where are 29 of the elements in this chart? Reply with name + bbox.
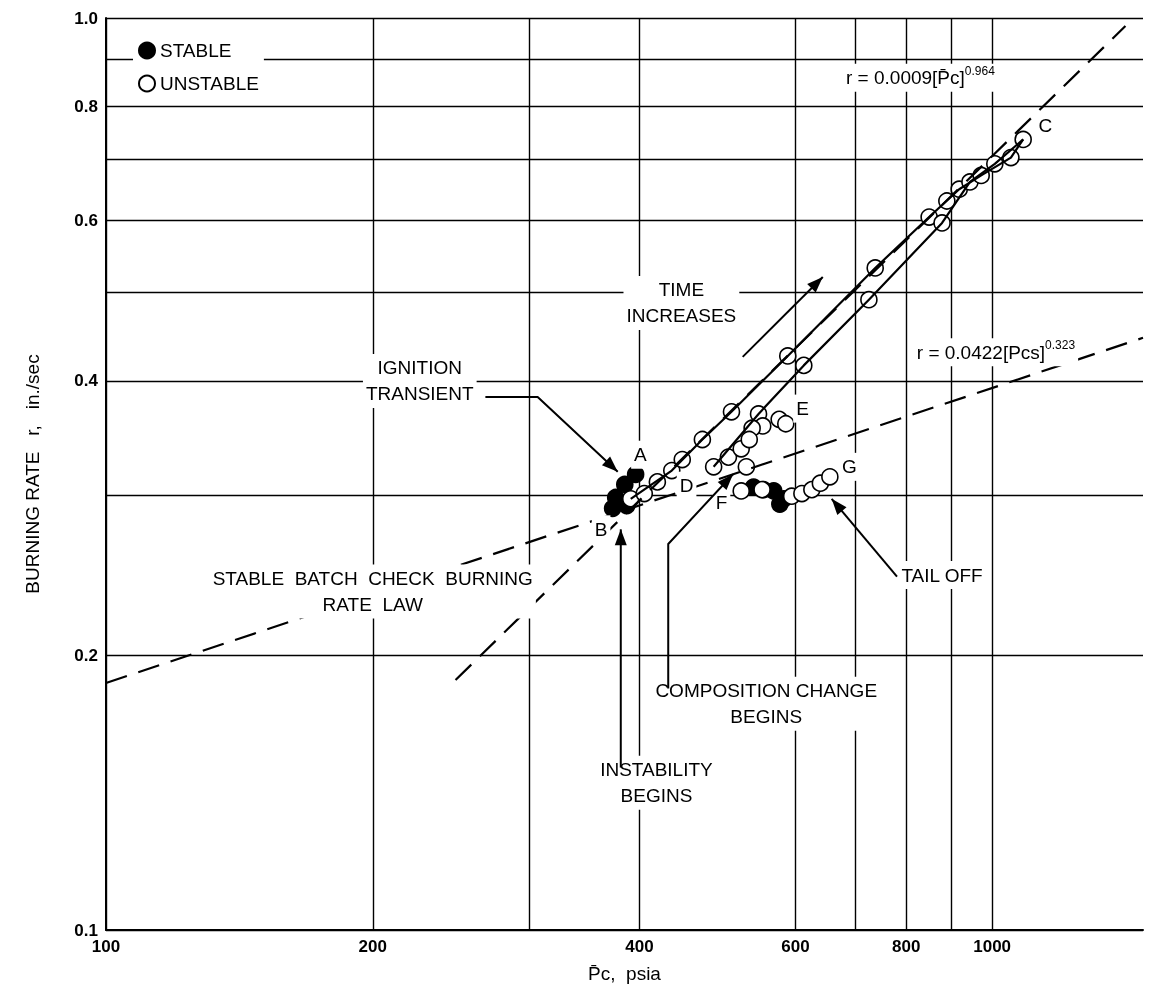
legend-label: UNSTABLE [160, 73, 259, 94]
annotation: A [634, 444, 648, 466]
annotation: IGNITION TRANSIENT [365, 357, 475, 405]
x-tick-label: 600 [781, 937, 810, 956]
x-tick-label: 1000 [973, 937, 1012, 956]
annotation: F [715, 492, 728, 514]
x-tick-label: 800 [892, 937, 921, 956]
x-tick-label: 100 [91, 937, 121, 956]
y-tick-label: 0.2 [74, 645, 98, 665]
annotation: TAIL OFF [901, 564, 983, 586]
y-axis-title: BURNING RATE r, in./sec [22, 354, 43, 594]
annotation: D [679, 475, 694, 497]
annotation: B [594, 518, 608, 540]
y-tick-label: 0.1 [74, 920, 98, 940]
annotation: TIME INCREASES [626, 279, 737, 327]
x-axis-title: P̄c, psia [588, 963, 662, 984]
annotation: COMPOSITION CHANGE BEGINS [655, 680, 878, 728]
annotation: E [796, 398, 809, 420]
legend-label: STABLE [160, 40, 232, 61]
y-tick-label: 0.6 [74, 210, 98, 230]
annotation: INSTABILITY BEGINS [600, 759, 714, 807]
y-tick-label: 0.8 [74, 96, 98, 116]
y-tick-label: 1.0 [74, 8, 98, 28]
x-tick-label: 200 [358, 937, 387, 956]
annotation: G [841, 456, 857, 478]
annotation: C [1038, 115, 1053, 137]
x-tick-label: 400 [625, 937, 654, 956]
annotation: STABLE BATCH CHECK BURNING RATE LAW [212, 568, 533, 616]
y-tick-label: 0.4 [74, 371, 99, 391]
